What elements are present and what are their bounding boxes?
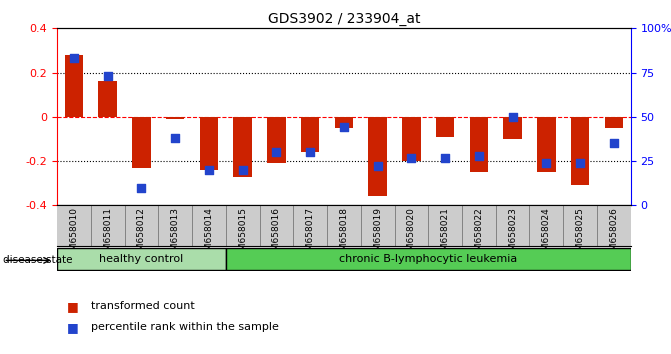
Point — [271, 149, 282, 155]
Point — [203, 167, 214, 173]
Bar — [571, 117, 589, 185]
Bar — [132, 117, 151, 168]
Bar — [368, 117, 387, 196]
Text: GSM658024: GSM658024 — [542, 207, 551, 262]
Point — [372, 164, 383, 169]
Point — [609, 141, 619, 146]
Point — [474, 153, 484, 159]
Bar — [470, 117, 488, 172]
Bar — [64, 55, 83, 117]
Text: GSM658019: GSM658019 — [373, 207, 382, 262]
Point — [68, 56, 79, 61]
Text: GSM658021: GSM658021 — [441, 207, 450, 262]
Text: GSM658012: GSM658012 — [137, 207, 146, 262]
Point — [575, 160, 586, 166]
Point — [102, 73, 113, 79]
Text: GSM658025: GSM658025 — [576, 207, 584, 262]
Bar — [199, 117, 218, 170]
Text: GSM658015: GSM658015 — [238, 207, 247, 262]
Text: GSM658017: GSM658017 — [305, 207, 315, 262]
Bar — [301, 117, 319, 152]
Text: GSM658016: GSM658016 — [272, 207, 281, 262]
Bar — [503, 117, 522, 139]
Text: GSM658023: GSM658023 — [508, 207, 517, 262]
Point — [305, 149, 315, 155]
Bar — [267, 117, 286, 163]
Text: healthy control: healthy control — [99, 254, 184, 264]
FancyBboxPatch shape — [225, 248, 631, 270]
Bar — [537, 117, 556, 172]
Text: disease state: disease state — [3, 255, 73, 265]
Text: GSM658018: GSM658018 — [340, 207, 348, 262]
Text: transformed count: transformed count — [91, 301, 195, 311]
Text: GSM658013: GSM658013 — [170, 207, 180, 262]
Text: GSM658011: GSM658011 — [103, 207, 112, 262]
Title: GDS3902 / 233904_at: GDS3902 / 233904_at — [268, 12, 420, 26]
Text: GSM658026: GSM658026 — [609, 207, 619, 262]
Point — [406, 155, 417, 160]
Bar — [99, 81, 117, 117]
FancyBboxPatch shape — [57, 248, 225, 270]
Text: ■: ■ — [67, 300, 79, 313]
Text: GSM658014: GSM658014 — [205, 207, 213, 262]
Text: chronic B-lymphocytic leukemia: chronic B-lymphocytic leukemia — [339, 254, 517, 264]
Text: ■: ■ — [67, 321, 79, 334]
Bar — [402, 117, 421, 161]
Bar — [166, 117, 185, 119]
Bar — [234, 117, 252, 177]
Point — [507, 114, 518, 120]
Point — [136, 185, 147, 190]
Text: GSM658022: GSM658022 — [474, 207, 483, 262]
Bar — [605, 117, 623, 128]
Point — [170, 135, 180, 141]
Point — [541, 160, 552, 166]
Text: percentile rank within the sample: percentile rank within the sample — [91, 322, 278, 332]
Point — [238, 167, 248, 173]
Text: GSM658010: GSM658010 — [69, 207, 79, 262]
Point — [339, 125, 350, 130]
Bar — [335, 117, 353, 128]
Text: GSM658020: GSM658020 — [407, 207, 416, 262]
Point — [440, 155, 450, 160]
Bar — [436, 117, 454, 137]
